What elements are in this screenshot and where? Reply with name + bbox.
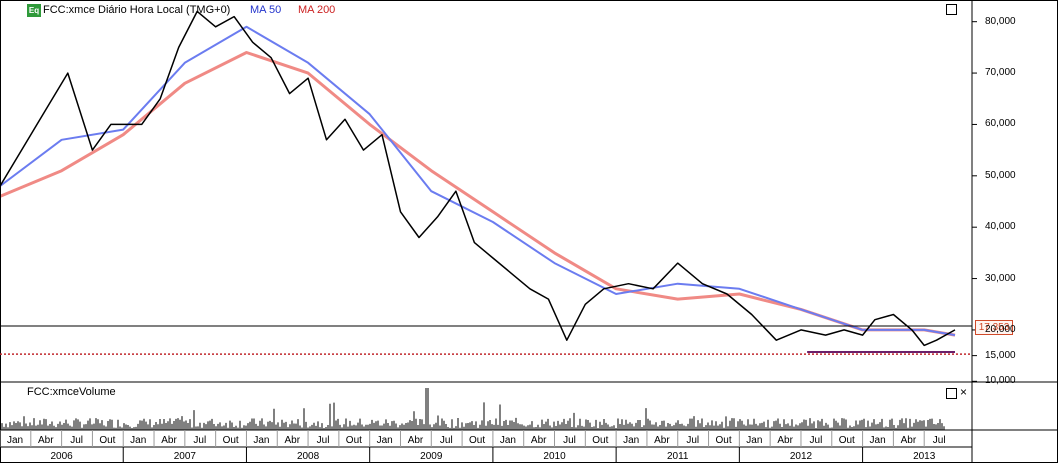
month-label-1: Abr xyxy=(38,435,54,446)
ma200-legend[interactable]: MA 200 xyxy=(298,4,336,16)
close-icon[interactable]: × xyxy=(960,385,968,399)
y-tick-label-4: 40,000 xyxy=(985,221,1016,233)
year-label-7: 2013 xyxy=(913,451,936,462)
year-label-4: 2010 xyxy=(543,451,566,462)
month-label-17: Abr xyxy=(530,435,547,446)
month-label-7: Out xyxy=(222,435,239,446)
year-label-2: 2008 xyxy=(296,451,320,462)
month-label-11: Out xyxy=(345,435,362,446)
y-tick-label-2: 20,000 xyxy=(985,323,1016,335)
month-label-30: Jul xyxy=(932,435,946,446)
year-label-6: 2012 xyxy=(789,451,813,462)
month-label-10: Jul xyxy=(316,435,330,446)
month-label-21: Abr xyxy=(654,435,670,446)
month-label-22: Jul xyxy=(686,435,700,446)
month-label-18: Jul xyxy=(563,435,576,446)
ma50-legend[interactable]: MA 50 xyxy=(250,4,282,16)
month-label-2: Jul xyxy=(70,435,84,446)
month-label-12: Jan xyxy=(376,435,393,446)
y-tick-label-7: 70,000 xyxy=(985,67,1016,79)
year-label-5: 2011 xyxy=(666,451,689,462)
month-label-8: Jan xyxy=(253,435,270,446)
equity-icon: Eq xyxy=(27,4,41,17)
price-series xyxy=(0,10,956,347)
month-label-4: Jan xyxy=(130,435,147,446)
ma50-series xyxy=(0,25,956,337)
y-tick-label-6: 60,000 xyxy=(985,118,1016,130)
year-label-0: 2006 xyxy=(50,451,73,462)
year-label-3: 2009 xyxy=(420,451,443,462)
ma200-series xyxy=(0,51,956,337)
y-tick-label-1: 15,000 xyxy=(985,349,1016,361)
month-label-23: Out xyxy=(715,435,732,446)
month-label-16: Jan xyxy=(499,435,516,446)
month-label-25: Abr xyxy=(777,435,793,446)
y-tick-label-8: 80,000 xyxy=(985,15,1016,27)
month-label-29: Abr xyxy=(900,435,917,446)
month-label-19: Out xyxy=(592,435,609,446)
y-tick-label-5: 50,000 xyxy=(985,169,1016,181)
month-label-27: Out xyxy=(838,435,855,446)
month-label-24: Jan xyxy=(746,435,763,446)
volume-bars xyxy=(1,388,945,430)
month-label-13: Abr xyxy=(407,435,424,446)
volume-label: FCC:xmceVolume xyxy=(27,386,116,398)
ma50-line xyxy=(0,25,956,337)
y-tick-label-0: 10,000 xyxy=(985,375,1016,387)
month-label-3: Out xyxy=(99,435,116,446)
month-label-15: Out xyxy=(469,435,486,446)
month-label-0: Jan xyxy=(6,435,24,446)
symbol-label[interactable]: FCC:xmce Diário Hora Local (TMG+0) xyxy=(43,4,231,16)
month-label-26: Jul xyxy=(809,435,823,446)
year-label-1: 2007 xyxy=(173,451,196,462)
volume-maximize-button[interactable] xyxy=(946,388,957,399)
month-label-6: Jul xyxy=(193,435,207,446)
month-label-5: Abr xyxy=(161,435,177,446)
month-label-14: Jul xyxy=(439,435,453,446)
price-line xyxy=(0,10,956,347)
month-label-28: Jan xyxy=(869,435,886,446)
last-price-badge: 17,353 xyxy=(975,320,1013,335)
ma200-line xyxy=(0,51,956,337)
maximize-button[interactable] xyxy=(946,4,957,15)
y-tick-label-3: 30,000 xyxy=(985,272,1016,284)
month-label-9: Abr xyxy=(284,435,301,446)
month-label-20: Jan xyxy=(623,435,640,446)
